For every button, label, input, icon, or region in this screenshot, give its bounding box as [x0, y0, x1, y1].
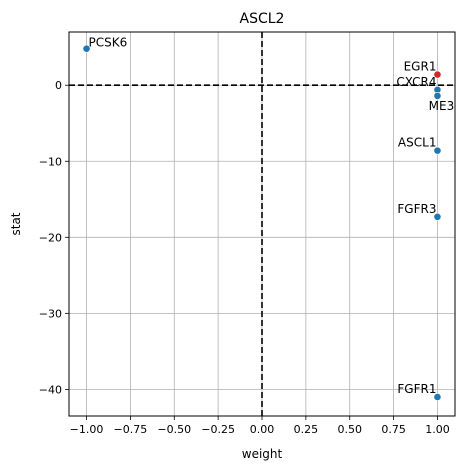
data-point-egr1	[433, 70, 442, 79]
point-label-fgfr3: FGFR3	[397, 202, 436, 216]
data-points	[82, 44, 442, 401]
x-tick-label: 0.25	[294, 423, 319, 436]
data-point-ascl1	[433, 146, 442, 155]
x-tick-label: −0.75	[114, 423, 148, 436]
x-tick-label: −0.50	[157, 423, 191, 436]
point-label-cxcr4: CXCR4	[396, 75, 436, 89]
point-label-egr1: EGR1	[404, 60, 437, 74]
y-axis-label: stat	[9, 212, 23, 235]
y-tick-label: 0	[55, 79, 62, 92]
x-tick-label: −1.00	[70, 423, 104, 436]
data-point-fgfr1	[433, 393, 442, 401]
chart-title: ASCL2	[240, 11, 285, 27]
y-axis-ticks: 0 −10 −20 −30 −40	[39, 79, 69, 396]
x-tick-label: −0.25	[201, 423, 235, 436]
data-point-fgfr3	[433, 212, 442, 221]
x-axis-ticks: −1.00 −0.75 −0.50 −0.25 0.00 0.25 0.50 0.75 1.00	[70, 416, 450, 436]
reference-lines	[69, 32, 455, 416]
x-tick-label: 1.00	[425, 423, 450, 436]
point-label-pcsk6: PCSK6	[89, 36, 128, 50]
data-point-pcsk6	[82, 44, 91, 53]
y-tick-label: −40	[39, 383, 62, 396]
x-tick-label: 0.75	[381, 423, 406, 436]
y-tick-label: −20	[39, 231, 62, 244]
x-axis-label: weight	[242, 447, 283, 461]
x-tick-label: 0.00	[250, 423, 275, 436]
y-tick-label: −30	[39, 307, 62, 320]
point-label-ascl1: ASCL1	[398, 136, 437, 150]
point-label-me3: ME3	[429, 99, 455, 113]
point-label-fgfr1: FGFR1	[397, 382, 436, 396]
data-point-me3	[433, 91, 442, 100]
y-tick-label: −10	[39, 155, 62, 168]
x-tick-label: 0.50	[337, 423, 362, 436]
